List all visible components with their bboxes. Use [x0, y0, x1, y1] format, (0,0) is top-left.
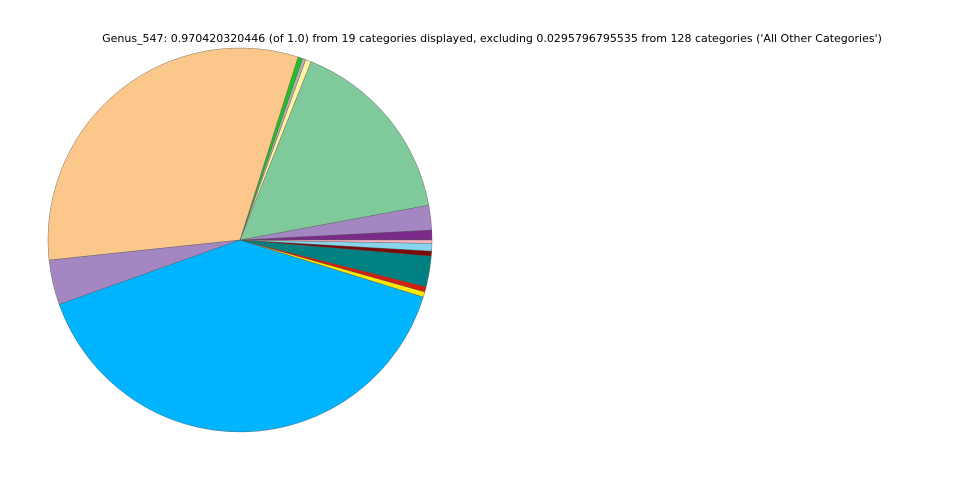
pie-slice — [47, 47, 299, 261]
pie-slice — [239, 61, 430, 241]
pie-slice — [58, 239, 424, 433]
chart-title: Genus_547: 0.970420320446 (of 1.0) from … — [102, 32, 882, 45]
pie-slice — [239, 239, 433, 244]
